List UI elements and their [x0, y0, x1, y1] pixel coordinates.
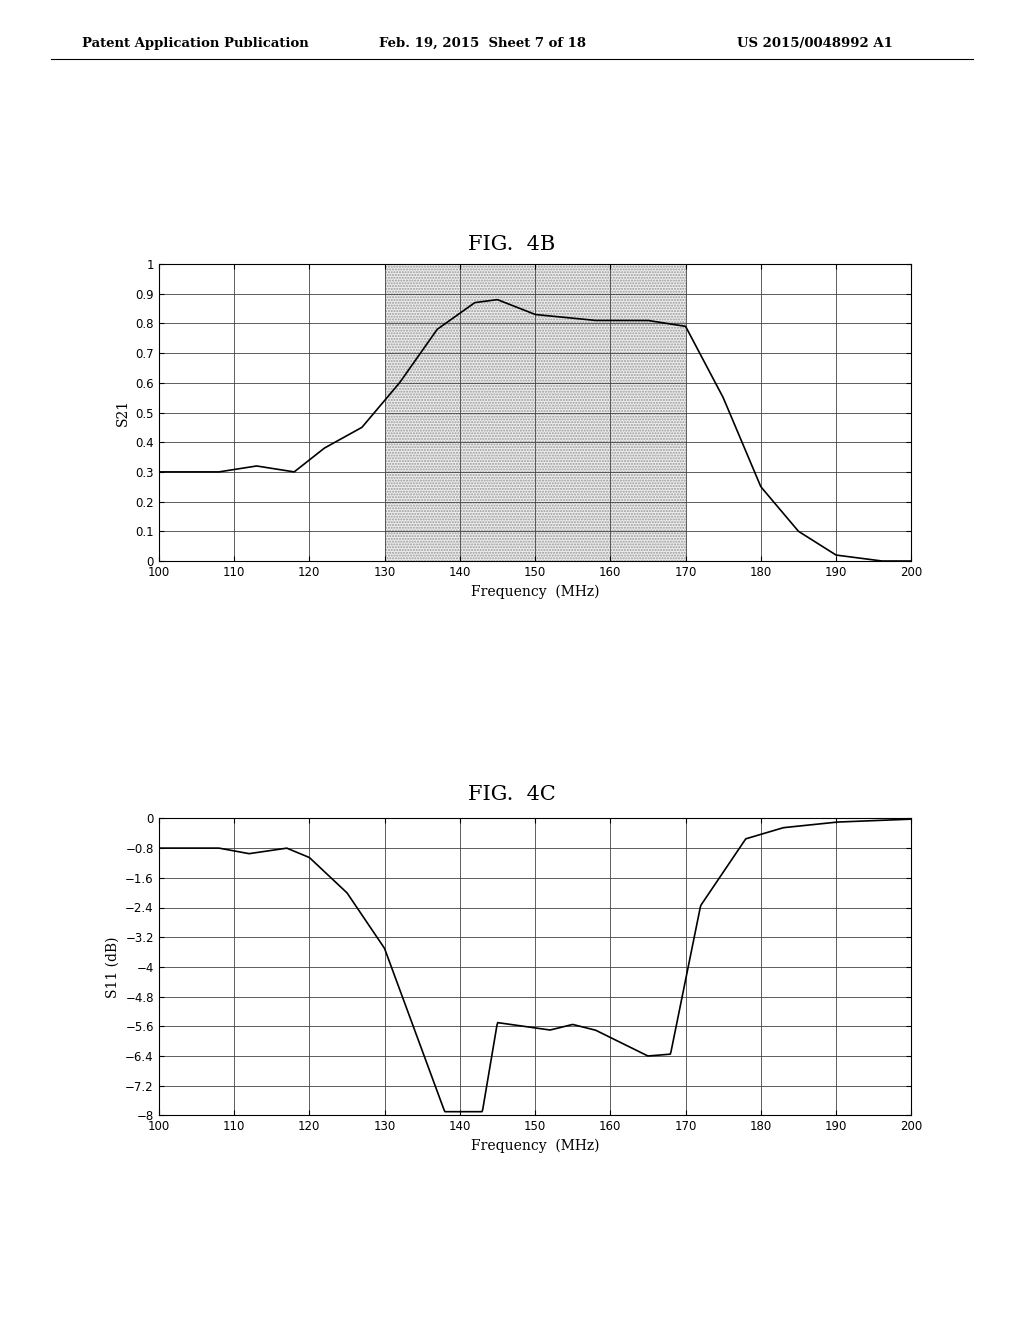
X-axis label: Frequency  (MHz): Frequency (MHz) — [471, 1139, 599, 1154]
Text: FIG.  4B: FIG. 4B — [468, 235, 556, 253]
Text: Feb. 19, 2015  Sheet 7 of 18: Feb. 19, 2015 Sheet 7 of 18 — [379, 37, 586, 50]
X-axis label: Frequency  (MHz): Frequency (MHz) — [471, 585, 599, 599]
Bar — [385, 264, 686, 561]
Bar — [385, 264, 686, 561]
Y-axis label: S11 (dB): S11 (dB) — [105, 936, 120, 998]
Text: US 2015/0048992 A1: US 2015/0048992 A1 — [737, 37, 893, 50]
Text: FIG.  4C: FIG. 4C — [468, 785, 556, 804]
Text: Patent Application Publication: Patent Application Publication — [82, 37, 308, 50]
Y-axis label: S21: S21 — [116, 399, 130, 426]
